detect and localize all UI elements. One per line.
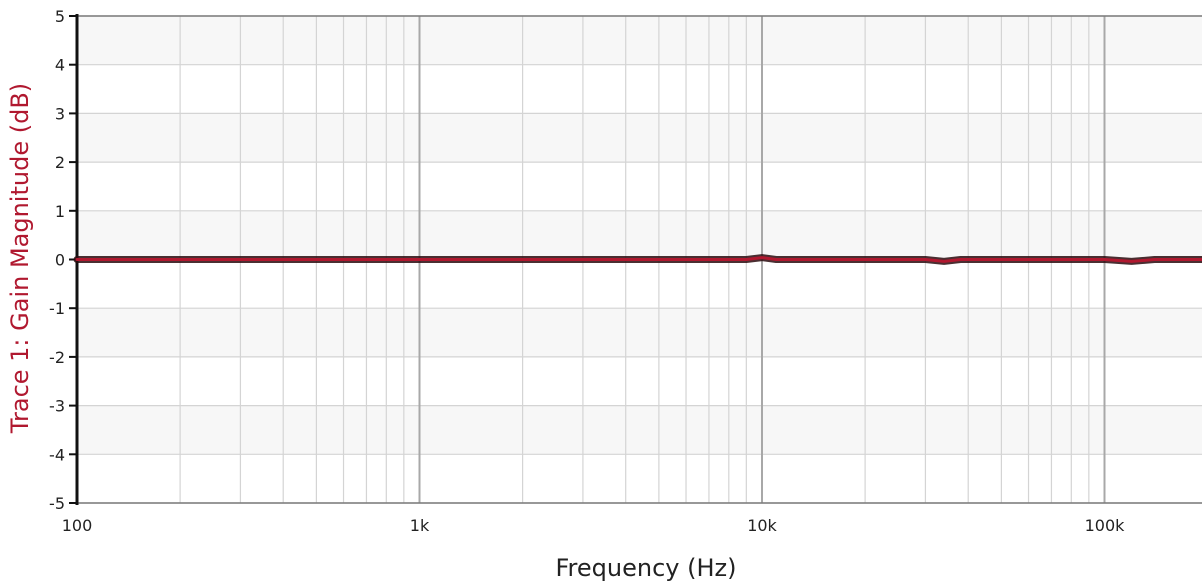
plot-band (77, 405, 1202, 455)
y-tick-label: 3 (55, 104, 65, 123)
x-tick-label: 100k (1085, 516, 1126, 535)
y-tick-label: 2 (55, 153, 65, 172)
y-tick-label: 0 (55, 251, 65, 270)
series-line-trace-1 (75, 256, 1202, 263)
x-tick-label: 1k (410, 516, 430, 535)
x-tick-label: 100 (62, 516, 93, 535)
y-tick-label: -4 (49, 445, 65, 464)
plot-band (77, 64, 1202, 114)
x-tick-labels: 100 1k 10k 100k (62, 516, 1125, 535)
plot-band (77, 16, 1202, 65)
plot-band (77, 454, 1202, 503)
y-tick-label: -1 (49, 299, 65, 318)
plot-band (77, 259, 1202, 309)
plot-band (77, 308, 1202, 357)
y-tick-label: 5 (55, 7, 65, 26)
y-tick-label: -2 (49, 348, 65, 367)
x-tick-label: 10k (747, 516, 777, 535)
series-layer (73, 254, 1202, 265)
plot-band (77, 113, 1202, 163)
y-tick-label: 4 (55, 56, 65, 75)
plot-band (77, 356, 1202, 406)
y-tick-labels: 5 4 3 2 1 0 -1 -2 -3 -4 -5 (49, 7, 65, 513)
y-tick-label: 1 (55, 202, 65, 221)
y-axis-title: Trace 1: Gain Magnitude (dB) (6, 83, 34, 434)
plot-band (77, 162, 1202, 211)
x-axis-title: Frequency (Hz) (556, 554, 737, 582)
y-tick-label: -3 (49, 397, 65, 416)
plot-band (77, 210, 1202, 260)
y-tick-label: -5 (49, 494, 65, 513)
plot-background-bands (77, 16, 1202, 503)
